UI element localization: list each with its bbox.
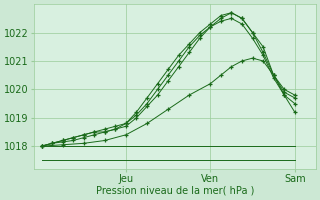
- X-axis label: Pression niveau de la mer( hPa ): Pression niveau de la mer( hPa ): [96, 186, 254, 196]
